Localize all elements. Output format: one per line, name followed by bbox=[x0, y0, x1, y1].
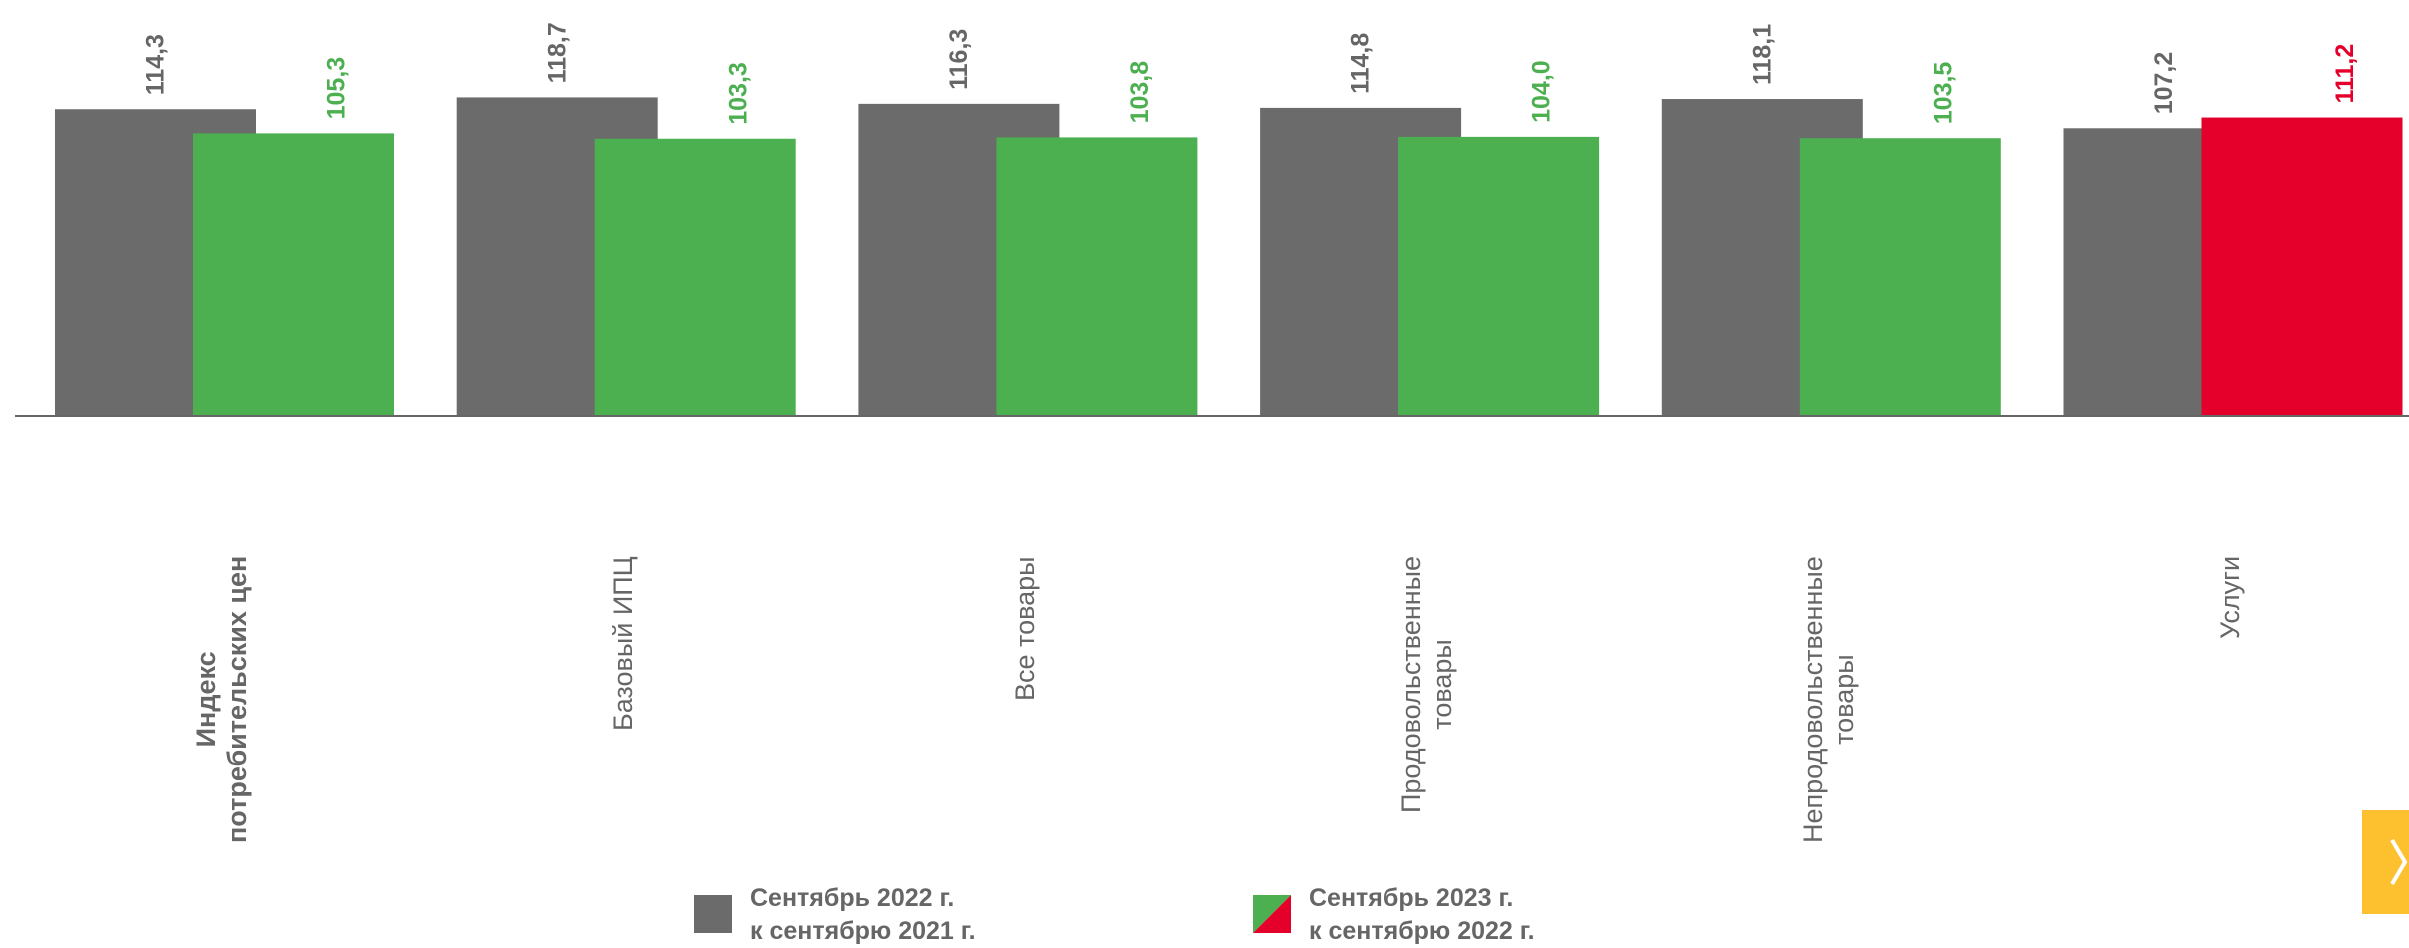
category-label: Все товары bbox=[1009, 556, 1040, 701]
value-label: 103,8 bbox=[1126, 61, 1154, 124]
category-label: Индекс потребительских цен bbox=[191, 555, 253, 843]
bar bbox=[594, 138, 796, 416]
legend-swatch bbox=[694, 895, 732, 933]
value-label: 114,3 bbox=[142, 34, 170, 95]
next-button[interactable] bbox=[2362, 810, 2409, 914]
next-chevron[interactable] bbox=[2390, 838, 2408, 886]
value-label: 107,2 bbox=[2150, 52, 2178, 115]
category-label: Услуги bbox=[2215, 555, 2245, 639]
next-button-bg[interactable] bbox=[2362, 810, 2409, 914]
category-label: Продовольственные товары bbox=[1396, 555, 1458, 813]
value-label: 114,8 bbox=[1347, 33, 1375, 94]
legend-swatch bbox=[1253, 895, 1291, 933]
bar bbox=[193, 133, 394, 417]
value-label: 118,7 bbox=[543, 22, 571, 83]
legend-label: Сентябрь 2022 г. к сентябрю 2021 г. bbox=[750, 884, 976, 945]
bar bbox=[1398, 136, 1600, 416]
value-label: 105,3 bbox=[323, 57, 351, 120]
bar bbox=[1799, 138, 2001, 416]
value-label: 111,2 bbox=[2331, 44, 2359, 104]
category-label: Базовый ИПЦ bbox=[608, 556, 639, 731]
value-label: 118,1 bbox=[1748, 24, 1776, 85]
legend-label: Сентябрь 2023 г. к сентябрю 2022 г. bbox=[1309, 884, 1535, 945]
value-label: 103,3 bbox=[724, 62, 752, 125]
value-label: 116,3 bbox=[945, 29, 973, 90]
bar bbox=[2201, 117, 2403, 416]
bar bbox=[996, 137, 1198, 417]
category-label: Непродовольственные товары bbox=[1797, 556, 1859, 843]
value-label: 104,0 bbox=[1528, 60, 1556, 123]
value-label: 103,5 bbox=[1929, 62, 1957, 125]
